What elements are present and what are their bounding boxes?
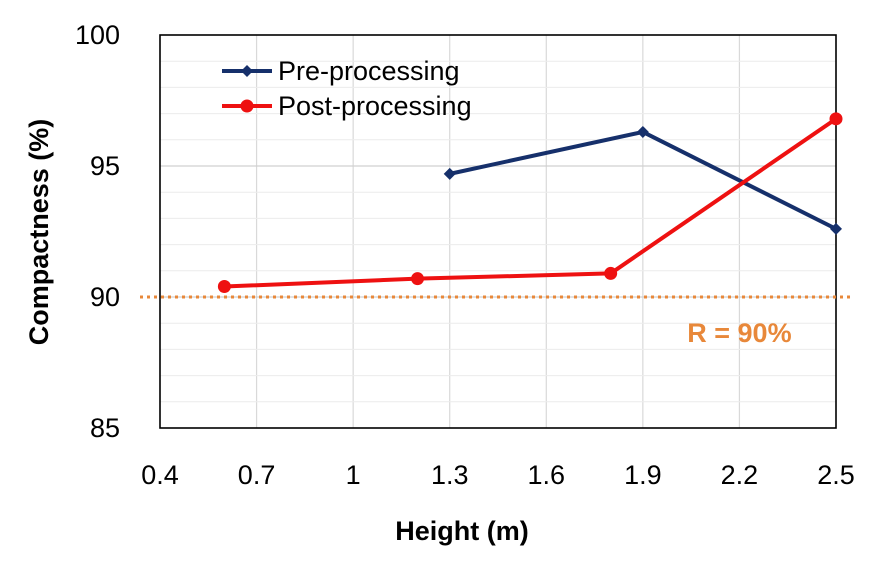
reference-line-label: R = 90%: [687, 318, 791, 348]
plot-area-frame: [159, 34, 837, 429]
series-lines: [217, 112, 843, 294]
series-line-post-processing: [224, 117, 838, 289]
x-tick-label: 1.9: [624, 460, 662, 490]
x-tick-label: 2.5: [817, 460, 855, 490]
data-point-pre-processing: [636, 125, 649, 138]
data-point-pre-processing: [443, 167, 456, 180]
y-tick-label: 95: [90, 151, 120, 181]
y-axis-ticks: 85 90 95 100: [75, 20, 120, 443]
x-axis-title: Height (m): [395, 516, 528, 546]
y-tick-label: 90: [90, 282, 120, 312]
y-tick-label: 100: [75, 20, 120, 50]
y-tick-label: 85: [90, 413, 120, 443]
x-tick-label: 1.3: [431, 460, 469, 490]
x-tick-label: 1.6: [528, 460, 566, 490]
x-tick-label: 0.4: [141, 460, 179, 490]
data-point-post-processing: [604, 266, 618, 280]
legend-label-pre-processing: Pre-processing: [278, 56, 460, 86]
legend: Pre-processing Post-processing: [222, 56, 472, 121]
x-axis-ticks: 0.4 0.7 1 1.3 1.6 1.9 2.2 2.5: [141, 460, 855, 490]
legend-marker-post-processing: [240, 99, 254, 113]
data-point-pre-processing: [830, 222, 842, 235]
y-axis-title: Compactness (%): [24, 119, 54, 346]
grid-lines: [160, 35, 836, 428]
data-point-post-processing: [411, 272, 425, 286]
reference-line-group: R = 90%: [140, 295, 852, 348]
data-point-post-processing: [217, 280, 231, 294]
x-tick-label: 2.2: [721, 460, 759, 490]
x-tick-label: 0.7: [238, 460, 276, 490]
legend-label-post-processing: Post-processing: [278, 91, 472, 121]
data-point-post-processing: [829, 112, 843, 126]
legend-marker-pre-processing: [241, 65, 253, 77]
x-tick-label: 1: [346, 460, 361, 490]
